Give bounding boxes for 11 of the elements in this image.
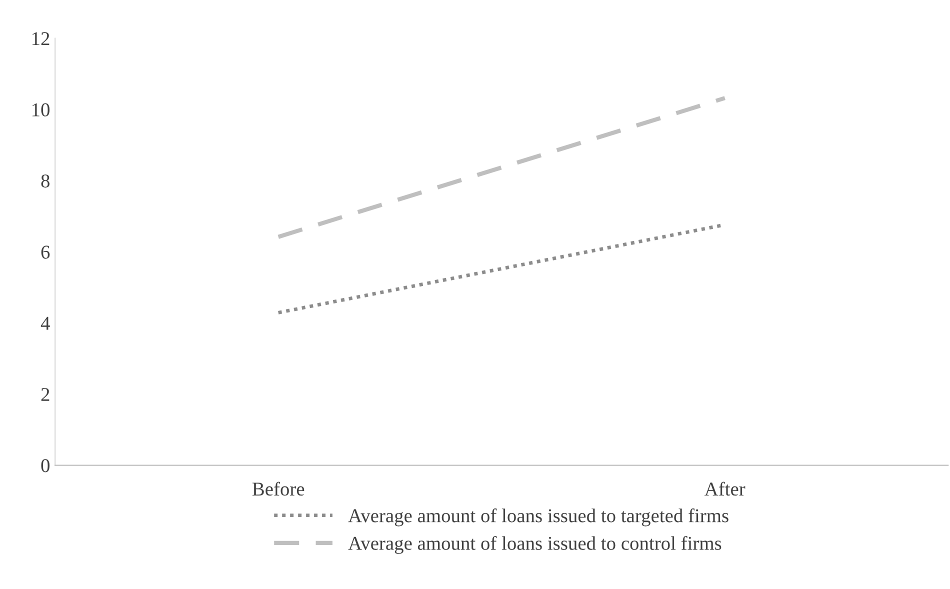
y-tick-label: 8: [41, 174, 50, 188]
y-tick-label: 4: [40, 316, 50, 330]
legend-label: Average amount of loans issued to control firms: [348, 536, 722, 554]
legend-label: Average amount of loans issued to targeted firms: [348, 508, 728, 526]
x-tick-label: Before: [252, 482, 304, 496]
y-tick-label: 6: [41, 246, 50, 259]
y-tick-label: 2: [41, 388, 50, 401]
y-tick-label: 12: [32, 32, 50, 46]
y-tick-label: 0: [41, 459, 50, 472]
y-tick-label: 10: [32, 103, 50, 116]
x-tick-label: After: [704, 482, 746, 496]
